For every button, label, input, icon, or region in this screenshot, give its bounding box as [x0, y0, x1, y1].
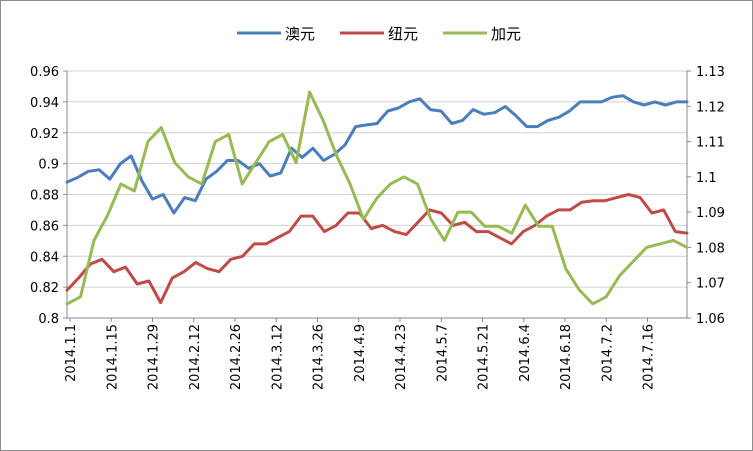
x-tick-label: 2014.1.15: [105, 324, 120, 390]
series-line: [65, 90, 689, 306]
right-tick-label: 1.12: [696, 100, 725, 115]
left-tick-label: 0.94: [30, 96, 59, 111]
left-tick-label: 0.84: [30, 250, 59, 265]
x-tick-label: 2014.3.26: [312, 324, 327, 390]
x-tick-label: 2014.2.26: [229, 324, 244, 390]
right-tick-label: 1.1: [696, 171, 717, 186]
x-tick-label: 2014.1.29: [147, 324, 162, 390]
right-tick-label: 1.09: [696, 206, 725, 221]
x-tick-label: 2014.7.16: [642, 324, 657, 390]
legend-label: 加元: [491, 25, 521, 43]
series-line: [65, 94, 689, 215]
x-tick-label: 2014.6.4: [518, 324, 533, 382]
left-tick-label: 0.96: [30, 65, 59, 80]
gridlines: [67, 70, 687, 288]
series-lines: [65, 90, 689, 306]
right-axis-ticks: 1.06 1.07 1.08 1.09 1.1 1.11 1.12 1.13: [696, 65, 725, 327]
left-tick-label: 0.88: [30, 189, 59, 204]
x-tick-label: 2014.4.9: [353, 324, 368, 382]
series-line: [65, 193, 689, 305]
right-tick-label: 1.11: [696, 136, 725, 151]
legend: 澳元 纽元 加元: [237, 25, 521, 43]
left-tick-label: 0.9: [38, 158, 59, 173]
x-tick-label: 2014.5.21: [477, 324, 492, 390]
left-tick-label: 0.86: [30, 219, 59, 234]
left-tick-label: 0.92: [30, 127, 59, 142]
x-tick-label: 2014.5.7: [435, 324, 450, 382]
legend-label: 澳元: [285, 25, 315, 43]
axes: [63, 70, 691, 322]
left-tick-label: 0.8: [38, 312, 59, 327]
x-tick-label: 2014.4.23: [394, 324, 409, 390]
x-tick-label: 2014.3.12: [270, 324, 285, 390]
right-tick-label: 1.06: [696, 312, 725, 327]
left-tick-label: 0.82: [30, 281, 59, 296]
x-tick-label: 2014.7.2: [600, 324, 615, 382]
legend-label: 纽元: [388, 25, 418, 43]
x-tick-label: 2014.1.1: [64, 324, 79, 382]
x-axis-ticks: 2014.1.1 2014.1.15 2014.1.29 2014.2.12 2014.…: [64, 324, 657, 390]
x-tick-label: 2014.6.18: [559, 324, 574, 390]
x-tick-label: 2014.2.12: [188, 324, 203, 390]
right-tick-label: 1.07: [696, 277, 725, 292]
left-axis-ticks: 0.8 0.82 0.84 0.86 0.88 0.9 0.92 0.94 0.96: [30, 65, 59, 327]
right-tick-label: 1.13: [696, 65, 725, 80]
right-tick-label: 1.08: [696, 241, 725, 256]
